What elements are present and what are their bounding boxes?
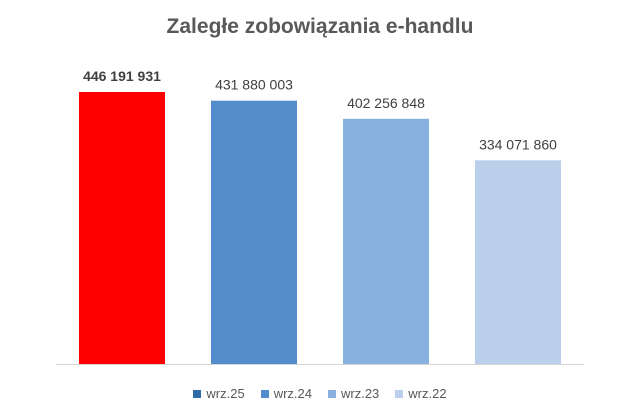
- data-label-wrz.23: 402 256 848: [347, 95, 425, 111]
- legend-label: wrz.25: [206, 386, 245, 401]
- legend-item-wrz.22: wrz.22: [395, 384, 447, 404]
- data-label-wrz.22: 334 071 860: [479, 136, 557, 152]
- bar-wrz.24: [211, 100, 297, 364]
- legend-swatch: [395, 390, 404, 398]
- data-label-wrz.25: 446 191 931: [83, 68, 161, 84]
- data-label-wrz.24: 431 880 003: [215, 77, 293, 93]
- chart-title: Zaległe zobowiązania e-handlu: [166, 15, 474, 38]
- legend-swatch: [260, 390, 269, 398]
- legend-item-wrz.23: wrz.23: [328, 384, 379, 404]
- legend-label: wrz.24: [273, 386, 312, 401]
- legend-swatch: [328, 390, 336, 398]
- bar-wrz.22: [475, 160, 561, 364]
- legend: wrz.25 wrz.24 wrz.23 wrz.22: [0, 384, 640, 404]
- bar-wrz.23: [343, 118, 429, 364]
- data-labels-group: 446 191 931 431 880 003 402 256 848 334 071…: [83, 68, 557, 152]
- legend-label: wrz.22: [408, 386, 447, 401]
- bar-wrz.25: [79, 92, 165, 364]
- legend-label: wrz.23: [341, 386, 380, 401]
- legend-swatch: [193, 390, 202, 398]
- legend-item-wrz.24: wrz.24: [260, 384, 312, 404]
- bars-group: [79, 92, 561, 364]
- legend-item-wrz.25: wrz.25: [193, 384, 245, 404]
